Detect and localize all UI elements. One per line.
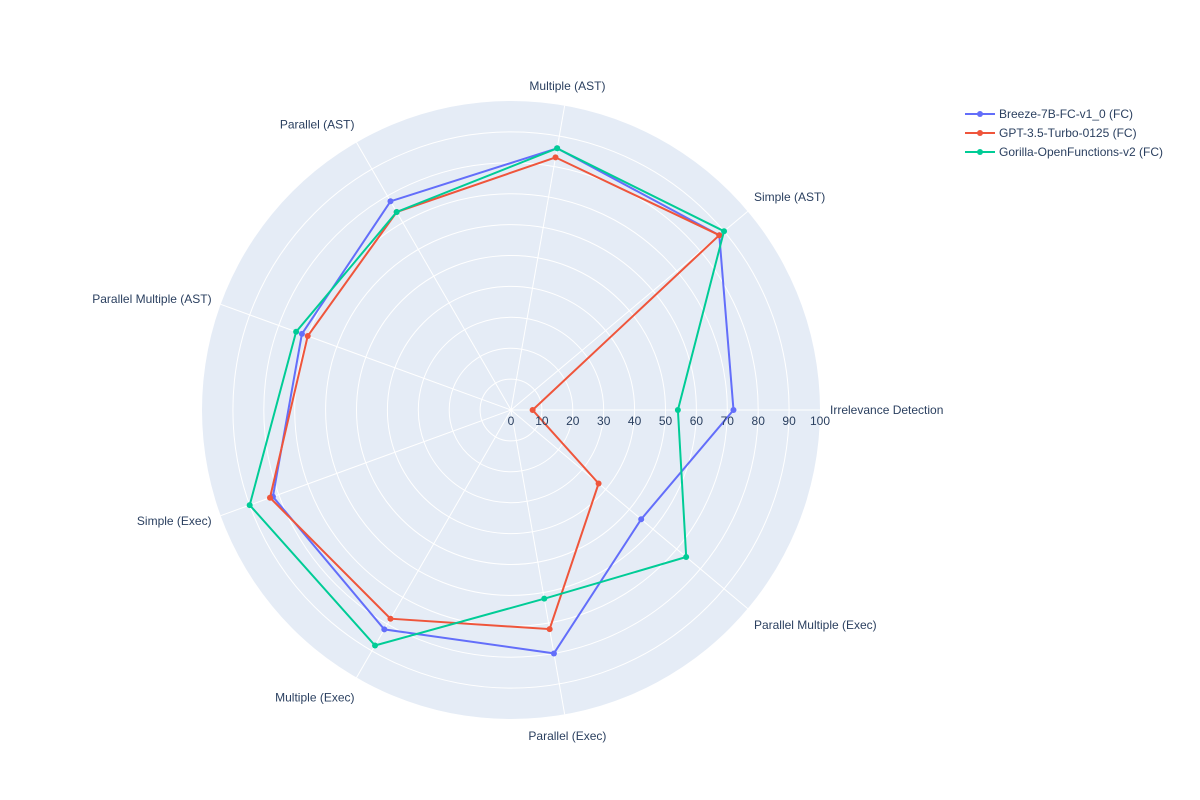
category-label: Simple (Exec): [137, 514, 212, 528]
data-point[interactable]: [304, 333, 311, 340]
category-label: Parallel (AST): [280, 118, 355, 132]
radial-tick-label: 10: [535, 414, 549, 428]
legend[interactable]: Breeze-7B-FC-v1_0 (FC) GPT-3.5-Turbo-0125…: [965, 107, 1163, 159]
legend-label: Gorilla-OpenFunctions-v2 (FC): [999, 145, 1163, 159]
series-line: [248, 147, 726, 647]
radial-tick-label: 20: [566, 414, 580, 428]
data-point[interactable]: [716, 232, 723, 239]
radial-tick-label: 90: [782, 414, 796, 428]
data-point[interactable]: [595, 480, 602, 487]
legend-item[interactable]: GPT-3.5-Turbo-0125 (FC): [965, 126, 1137, 140]
legend-item[interactable]: Breeze-7B-FC-v1_0 (FC): [965, 107, 1133, 121]
series-2: [246, 145, 728, 649]
data-point[interactable]: [298, 330, 305, 337]
data-point[interactable]: [683, 553, 690, 560]
grid-spoke: [510, 409, 749, 610]
data-point[interactable]: [552, 154, 559, 161]
radial-tick-label: 100: [810, 414, 830, 428]
radial-tick-label: 70: [721, 414, 735, 428]
data-point[interactable]: [266, 494, 273, 501]
legend-marker: [977, 130, 983, 136]
radial-tick-labels: 0 10 20 30 40 50 60 70 80 90 100: [508, 414, 831, 428]
data-point[interactable]: [387, 615, 394, 622]
legend-item[interactable]: Gorilla-OpenFunctions-v2 (FC): [965, 145, 1163, 159]
series-line: [268, 156, 722, 631]
radial-tick-label: 80: [752, 414, 766, 428]
data-point[interactable]: [541, 595, 548, 602]
radial-tick-label: 60: [690, 414, 704, 428]
legend-marker: [977, 149, 983, 155]
radial-tick-label: 30: [597, 414, 611, 428]
radial-tick-label: 0: [508, 414, 515, 428]
data-point[interactable]: [393, 208, 400, 215]
data-point[interactable]: [529, 407, 536, 413]
category-label: Parallel Multiple (AST): [92, 292, 211, 306]
legend-marker: [977, 111, 983, 117]
data-point[interactable]: [674, 407, 681, 413]
data-point[interactable]: [546, 626, 553, 633]
data-point[interactable]: [721, 228, 728, 235]
legend-label: GPT-3.5-Turbo-0125 (FC): [999, 126, 1137, 140]
radial-tick-label: 40: [628, 414, 642, 428]
data-point[interactable]: [387, 198, 394, 205]
category-label: Parallel (Exec): [528, 729, 606, 743]
data-point[interactable]: [550, 650, 557, 657]
data-point[interactable]: [638, 516, 645, 523]
radial-tick-label: 50: [659, 414, 673, 428]
legend-label: Breeze-7B-FC-v1_0 (FC): [999, 107, 1133, 121]
data-point[interactable]: [293, 328, 300, 335]
grid-spoke: [356, 409, 512, 678]
angular-axis-labels: Irrelevance Detection Simple (AST) Multipl…: [92, 79, 943, 743]
grid-spoke: [510, 409, 566, 715]
series-layer: [246, 145, 737, 657]
category-label: Multiple (AST): [529, 79, 605, 93]
grid-spoke: [356, 142, 512, 411]
data-point[interactable]: [554, 145, 561, 152]
polar-grid: [220, 105, 820, 715]
category-label: Multiple (Exec): [275, 690, 354, 704]
category-label: Irrelevance Detection: [830, 403, 943, 417]
data-point[interactable]: [730, 407, 737, 413]
data-point[interactable]: [372, 642, 379, 649]
data-point[interactable]: [381, 626, 388, 633]
category-label: Parallel Multiple (Exec): [754, 618, 877, 632]
category-label: Simple (AST): [754, 190, 825, 204]
grid-spoke: [220, 303, 512, 411]
data-point[interactable]: [246, 502, 253, 509]
series-line: [271, 147, 735, 655]
